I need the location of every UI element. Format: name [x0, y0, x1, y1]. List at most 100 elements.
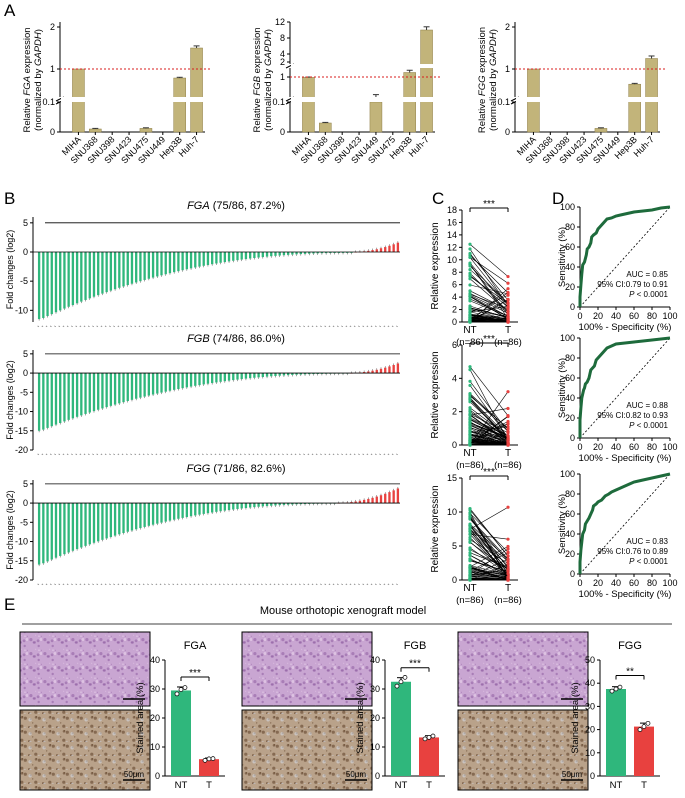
b-sample-label: x [70, 324, 74, 327]
a-bar [420, 29, 433, 133]
b-sample-label: x [320, 324, 324, 327]
a-y-label-part: (normalized by [488, 66, 499, 131]
c-y-tick-label: 8 [452, 267, 457, 277]
c-y-tick-label: 18 [447, 205, 457, 215]
e-x-label: NT [610, 780, 623, 791]
c-t-point [506, 551, 510, 555]
c-nt-point [468, 578, 472, 582]
b-bar [278, 252, 281, 256]
c-y-tick-label: 5 [452, 541, 457, 551]
b-sample-label: x [54, 324, 58, 327]
b-bar [329, 252, 332, 254]
b-sample-label: x [286, 582, 290, 585]
e-y-tick-label: 0 [155, 771, 160, 781]
b-bar [46, 503, 49, 562]
d-y-tick-label: 60 [565, 242, 575, 252]
b-bar [371, 370, 374, 374]
e-bar [606, 689, 626, 776]
b-bar [253, 373, 256, 378]
b-sample-label: x [138, 452, 142, 455]
b-sample-label: x [180, 452, 184, 455]
d-x-tick-label: 100 [662, 311, 677, 321]
b-sample-label: x [235, 582, 239, 585]
b-y-tick-label: 0 [23, 368, 28, 378]
b-bar [248, 373, 252, 379]
b-bar [84, 252, 87, 300]
c-t-point [506, 274, 510, 279]
b-sample-label: x [387, 452, 391, 455]
b-sample-label: x [96, 452, 100, 455]
d-ci-text: 95% CI:0.82 to 0.93 [597, 411, 668, 420]
b-bar [194, 373, 197, 386]
b-sample-label: x [345, 452, 349, 455]
a-y-tick-label: 0 [505, 127, 510, 137]
b-sample-label: x [184, 324, 188, 327]
b-bar [202, 373, 205, 385]
c-t-point [506, 298, 510, 302]
b-sample-label: x [273, 324, 277, 327]
b-sample-label: x [176, 324, 180, 327]
b-sample-label: x [269, 582, 273, 585]
d-x-tick-label: 40 [611, 578, 621, 588]
b-sample-label: x [328, 582, 332, 585]
b-sample-label: x [324, 324, 328, 327]
b-sample-label: x [222, 582, 226, 585]
b-sample-label: x [311, 324, 315, 327]
a-bar [628, 83, 641, 133]
a-y-tick-label: 0.1 [42, 97, 55, 107]
b-bar [232, 503, 235, 510]
e-ihc-image [241, 709, 373, 791]
b-sample-label: x [307, 324, 311, 327]
b-bar [362, 499, 366, 504]
b-bar [181, 503, 184, 518]
b-y-label: Fold changes (log2) [5, 490, 15, 570]
b-y-tick-label: -15 [15, 556, 28, 566]
b-sample-label: x [189, 582, 193, 585]
a-y-label: Relative FGA expression [22, 27, 33, 132]
b-sample-label: x [121, 582, 125, 585]
d-roc-curve [578, 205, 671, 307]
b-sample-label: x [370, 582, 374, 585]
b-sample-label: x [92, 582, 96, 585]
b-sample-label: x [45, 582, 49, 585]
b-sample-label: x [176, 582, 180, 585]
a-y-label: Relative FGB expression [252, 27, 263, 132]
b-bar [122, 252, 125, 287]
d-ci-text: 95% CI:0.76 to 0.89 [597, 547, 668, 556]
c-t-point [506, 319, 510, 323]
c-nt-point [468, 551, 472, 555]
b-bar [50, 373, 53, 427]
c-nt-point [468, 392, 472, 396]
c-t-point [506, 414, 510, 418]
c-nt-point [468, 320, 472, 324]
b-bar [156, 252, 159, 277]
b-sample-label: x [134, 582, 138, 585]
e-y-tick-label: 20 [585, 725, 595, 735]
b-bar [295, 503, 298, 505]
b-bar [384, 367, 387, 374]
b-bar [346, 252, 349, 253]
b-bar [160, 252, 163, 276]
e-data-point [645, 720, 651, 726]
b-bar [308, 252, 311, 254]
b-bar [291, 503, 294, 505]
c-pair-line [469, 546, 509, 568]
b-sample-label: x [222, 452, 226, 455]
c-nt-point [468, 514, 472, 519]
c-nt-point [468, 242, 472, 246]
b-bar [198, 373, 201, 386]
b-sample-label: x [134, 324, 138, 327]
b-bar [75, 252, 79, 304]
c-y-tick-label: 0 [452, 440, 457, 450]
b-sample-label: x [168, 324, 172, 327]
b-sample-label: x [155, 452, 159, 455]
c-pair-line [469, 434, 509, 445]
c-pair-line [469, 394, 509, 432]
c-pair-line [469, 278, 509, 312]
b-sample-label: x [374, 582, 378, 585]
b-y-tick-label: 5 [23, 479, 28, 489]
c-pair-line [469, 262, 509, 308]
b-title: FGB (74/86, 86.0%) [187, 333, 285, 345]
d-y-tick-label: 100 [560, 202, 575, 212]
c-x-sub-t: (n=86) [494, 595, 522, 606]
